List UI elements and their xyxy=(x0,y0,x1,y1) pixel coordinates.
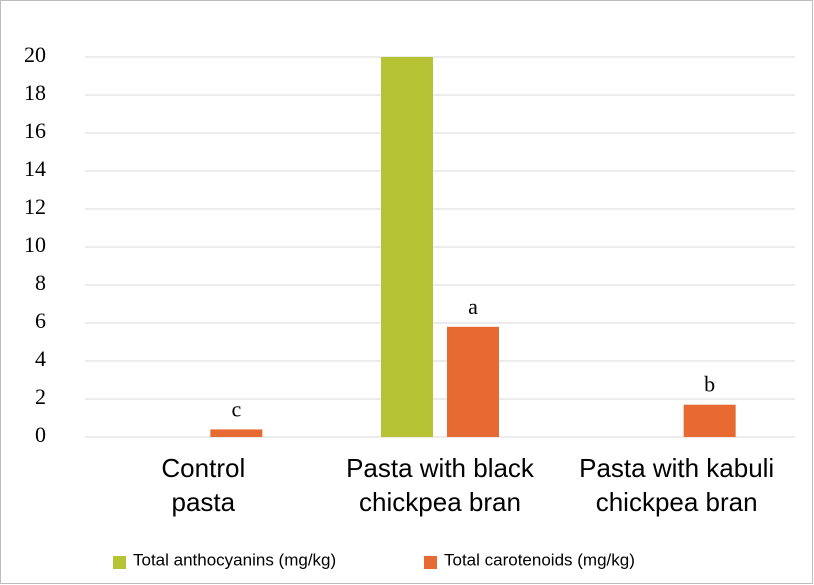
data-label: a xyxy=(468,294,478,319)
y-tick-label: 18 xyxy=(24,80,46,105)
y-tick-label: 16 xyxy=(24,118,46,143)
x-tick-label: Pasta with kabuli chickpea bran xyxy=(579,453,774,517)
data-label: b xyxy=(704,372,715,397)
y-tick-label: 4 xyxy=(35,346,46,371)
bar xyxy=(381,57,433,437)
y-tick-label: 12 xyxy=(24,194,46,219)
x-tick-label: Control pasta xyxy=(161,453,245,517)
y-tick-label: 0 xyxy=(35,422,46,447)
bar xyxy=(683,404,736,437)
x-tick-label: Pasta with black chickpea bran xyxy=(346,453,535,517)
bar xyxy=(210,429,263,437)
y-tick-label: 20 xyxy=(24,42,46,67)
y-tick-label: 10 xyxy=(24,232,46,257)
y-tick-label: 8 xyxy=(35,270,46,295)
y-tick-label: 6 xyxy=(35,308,46,333)
legend-label: Total anthocyanins (mg/kg) xyxy=(133,550,336,569)
legend-swatch xyxy=(424,556,437,569)
legend-swatch xyxy=(113,556,126,569)
data-label: c xyxy=(231,396,241,421)
legend-label: Total carotenoids (mg/kg) xyxy=(444,550,635,569)
y-tick-label: 14 xyxy=(24,156,46,181)
bar xyxy=(447,326,499,437)
y-tick-label: 2 xyxy=(35,384,46,409)
